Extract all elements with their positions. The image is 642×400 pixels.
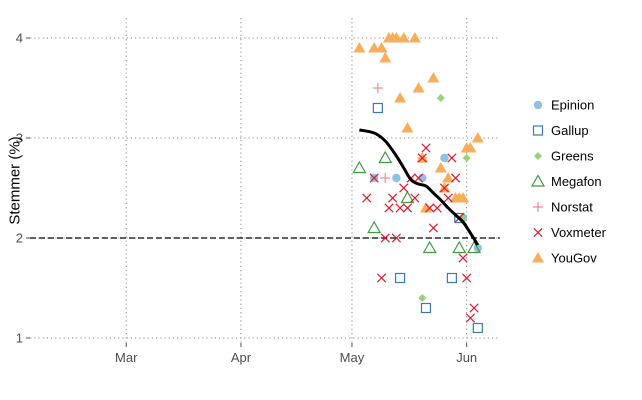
data-point (376, 273, 387, 283)
x-tick-label: May (340, 350, 365, 365)
data-point (432, 203, 442, 213)
data-point (462, 154, 471, 162)
data-point (472, 322, 483, 334)
x-tick-label: Mar (115, 350, 138, 365)
data-point (379, 52, 392, 63)
legend-label: Norstat (551, 200, 593, 215)
data-point (380, 173, 391, 183)
data-point (421, 143, 431, 153)
legend-item: Gallup (532, 123, 589, 138)
x-tick-label: Jun (456, 350, 477, 365)
data-point (427, 72, 440, 83)
data-point (413, 173, 424, 183)
data-point (369, 173, 379, 183)
data-point (417, 153, 427, 163)
data-point (422, 240, 437, 254)
legend-key (532, 125, 544, 136)
data-point (471, 132, 484, 143)
data-point (394, 272, 406, 284)
data-point (458, 253, 468, 263)
data-point (401, 122, 414, 133)
legend-key (534, 152, 542, 160)
data-point (353, 42, 366, 53)
data-point (400, 190, 415, 204)
legend-label: Gallup (551, 123, 589, 138)
data-point (462, 273, 472, 283)
legend: Epinion Gallup Greens Megafon Norstat Voxmete… (530, 98, 607, 266)
legend-key (533, 100, 543, 110)
data-point (440, 153, 449, 163)
legend-item: YouGov (532, 251, 597, 266)
data-point (467, 240, 482, 254)
data-point (392, 173, 401, 183)
data-point (419, 202, 432, 213)
data-point (402, 203, 413, 213)
data-point (436, 94, 445, 102)
y-axis-title: Stemmer (%) (6, 136, 23, 224)
data-point (362, 193, 372, 203)
data-point (443, 193, 453, 203)
data-point (367, 220, 382, 234)
data-point (418, 294, 427, 302)
legend-label: YouGov (551, 251, 597, 266)
data-point (399, 183, 409, 193)
data-point (384, 203, 394, 213)
legend-key (532, 252, 544, 263)
data-point (456, 192, 469, 203)
data-point (372, 102, 383, 114)
data-point (428, 223, 439, 233)
legend-item: Voxmeter (533, 225, 607, 240)
data-point (447, 153, 457, 163)
data-point (446, 272, 457, 284)
data-point (412, 82, 425, 93)
legend-label: Greens (551, 149, 594, 164)
x-tick-label: Apr (231, 350, 252, 365)
legend-label: Epinion (551, 98, 594, 113)
grid (30, 18, 500, 343)
y-tick-label: 2 (16, 231, 23, 246)
legend-item: Epinion (533, 98, 594, 113)
data-points (352, 32, 484, 334)
y-tick-label: 4 (16, 31, 23, 46)
data-point (372, 83, 383, 93)
data-point (388, 193, 398, 203)
data-point (352, 160, 367, 174)
legend-label: Megafon (551, 174, 602, 189)
data-point (425, 203, 435, 213)
data-point (394, 92, 407, 103)
legend-label: Voxmeter (551, 225, 607, 240)
legend-item: Megafon (530, 174, 602, 189)
trend-line (359, 128, 480, 246)
legend-key (530, 174, 546, 187)
legend-key (533, 227, 543, 238)
data-point (434, 162, 447, 173)
data-point (397, 32, 410, 43)
axes: 1 2 3 4 Mar Apr May Jun (16, 31, 477, 366)
data-point (469, 303, 479, 313)
data-point (439, 183, 450, 193)
y-tick-label: 3 (16, 131, 23, 146)
data-point (450, 173, 461, 183)
data-point (380, 233, 390, 243)
data-point (391, 233, 402, 243)
data-point (378, 150, 393, 164)
y-tick-label: 1 (16, 331, 23, 346)
legend-item: Greens (534, 149, 594, 164)
data-point (420, 302, 432, 314)
data-point (464, 142, 477, 153)
data-point (408, 32, 421, 43)
data-point (410, 193, 420, 203)
data-point (442, 172, 455, 183)
data-point (395, 203, 405, 213)
data-point (375, 42, 388, 53)
legend-key (533, 202, 543, 212)
legend-item: Norstat (533, 200, 593, 215)
data-point (465, 313, 476, 323)
data-point (452, 240, 467, 254)
